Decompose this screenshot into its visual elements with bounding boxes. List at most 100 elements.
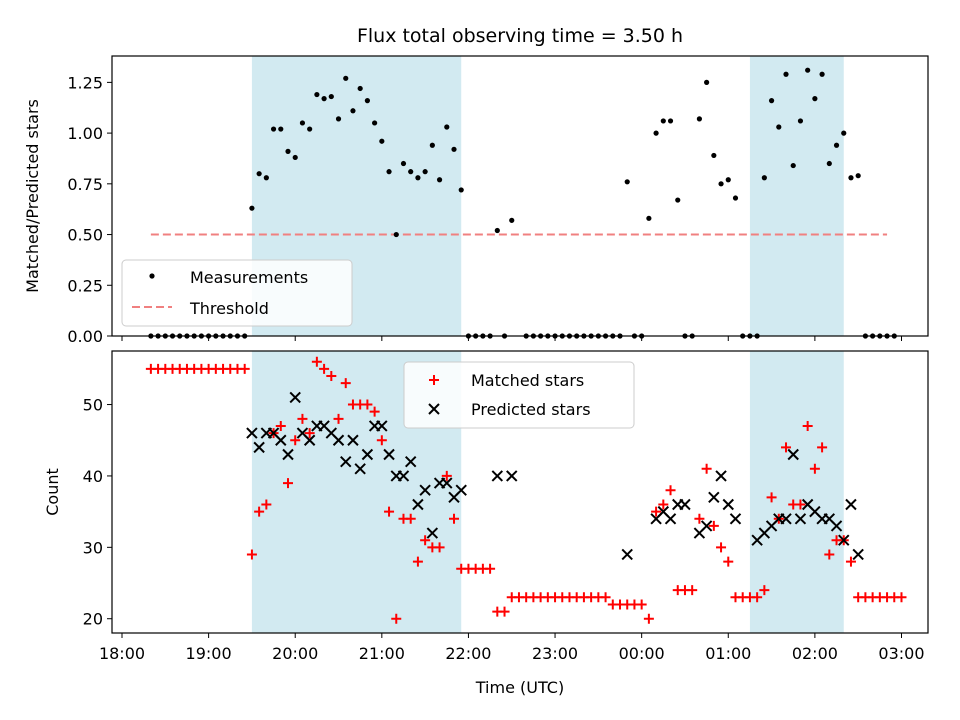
matched-point: [362, 399, 373, 410]
measurement-point: [270, 126, 277, 132]
predicted-point: [412, 498, 424, 511]
matched-point: [376, 435, 387, 446]
legend-top: Measurements Threshold: [121, 259, 353, 327]
matched-point: [290, 435, 301, 446]
predicted-point: [246, 427, 258, 439]
matched-point: [687, 585, 698, 596]
shaded-region-2: [749, 351, 844, 633]
predicted-point: [347, 434, 359, 446]
matched-point: [340, 378, 351, 389]
matched-point: [809, 463, 820, 474]
measurement-point: [776, 124, 782, 130]
measurement-point: [653, 130, 659, 136]
predicted-point: [404, 455, 417, 468]
y-tick-label: 0.50: [67, 226, 103, 245]
y-tick-label: 1.00: [67, 124, 103, 143]
predicted-point: [506, 470, 518, 482]
matched-point: [434, 542, 445, 553]
predicted-point: [664, 513, 677, 525]
measurement-point: [494, 227, 500, 234]
predicted-point: [715, 470, 727, 482]
x-tick-label: 03:00: [878, 644, 924, 663]
predicted-point: [441, 477, 453, 489]
matched-point: [261, 499, 272, 510]
predicted-point: [621, 548, 633, 561]
matched-point: [723, 556, 734, 567]
matched-point: [701, 463, 712, 474]
matched-point: [708, 520, 719, 531]
y-tick-label: 0.75: [67, 175, 103, 194]
measurement-point: [299, 120, 306, 126]
x-tick-label: 02:00: [792, 644, 838, 663]
matched-point: [311, 356, 322, 367]
predicted-point: [722, 498, 734, 511]
measurement-point: [335, 116, 342, 122]
matched-point: [824, 549, 835, 560]
matched-point: [499, 606, 510, 617]
matched-point: [420, 535, 431, 546]
predicted-point: [780, 513, 792, 525]
measurement-point: [704, 79, 710, 85]
predicted-point: [397, 470, 410, 482]
measurement-point: [805, 67, 811, 73]
matched-point: [275, 420, 286, 431]
predicted-point: [845, 498, 857, 511]
measurement-point: [833, 142, 840, 148]
predicted-point: [830, 520, 843, 532]
measurement-point: [732, 195, 739, 201]
y-tick-label: 40: [83, 467, 103, 486]
measurement-point: [343, 75, 349, 81]
x-tick-label: 00:00: [619, 644, 665, 663]
measurement-point: [350, 108, 356, 114]
measurement-point: [725, 177, 731, 183]
matched-point: [781, 442, 792, 453]
measurement-point: [646, 215, 652, 221]
legend-matched-marker: [429, 375, 439, 385]
matched-point: [369, 406, 380, 417]
predicted-point: [700, 520, 713, 532]
predicted-point: [455, 484, 467, 496]
legend-box: [403, 361, 635, 429]
predicted-point: [275, 434, 287, 446]
matched-point: [391, 613, 402, 624]
measurement-point: [393, 231, 399, 238]
measurement-point: [509, 217, 515, 223]
legend-box: [121, 259, 353, 327]
predicted-point: [787, 448, 799, 461]
predicted-point: [426, 527, 439, 539]
measurement-point: [436, 177, 443, 183]
predicted-point: [361, 448, 374, 461]
matched-point: [449, 513, 460, 524]
matched-point: [896, 592, 907, 603]
matched-point: [651, 506, 662, 517]
measurement-point: [451, 146, 457, 152]
x-axis-label: Time (UTC): [475, 678, 564, 697]
matched-point: [795, 499, 806, 510]
measurement-point: [458, 187, 464, 193]
predicted-point: [708, 491, 720, 504]
measurement-point: [841, 130, 847, 136]
predicted-point: [376, 420, 388, 432]
y-tick-label: 50: [83, 396, 103, 415]
x-tick-label: 20:00: [272, 644, 318, 663]
matched-point: [766, 492, 777, 503]
matched-point: [802, 420, 813, 431]
measurement-point: [797, 118, 804, 124]
matched-point: [441, 470, 452, 481]
x-tick-label: 22:00: [445, 644, 491, 663]
matched-point: [485, 563, 496, 574]
matched-point: [297, 413, 308, 424]
legend-label: Predicted stars: [471, 400, 591, 419]
matched-point: [304, 428, 315, 439]
measurement-point: [263, 175, 269, 181]
x-tick-label: 19:00: [186, 644, 232, 663]
y-tick-label: 1.25: [67, 73, 103, 92]
matched-point: [246, 549, 257, 560]
measurement-point: [429, 142, 435, 148]
predicted-point: [340, 455, 352, 468]
bottom-plot: 20 30 40 50 18:00 19:00 20:00 21:00 22:00 23:00 00…: [43, 350, 929, 697]
matched-point: [694, 513, 705, 524]
matched-point: [326, 370, 337, 381]
legend-label: Measurements: [190, 268, 308, 287]
matched-point: [759, 585, 770, 596]
